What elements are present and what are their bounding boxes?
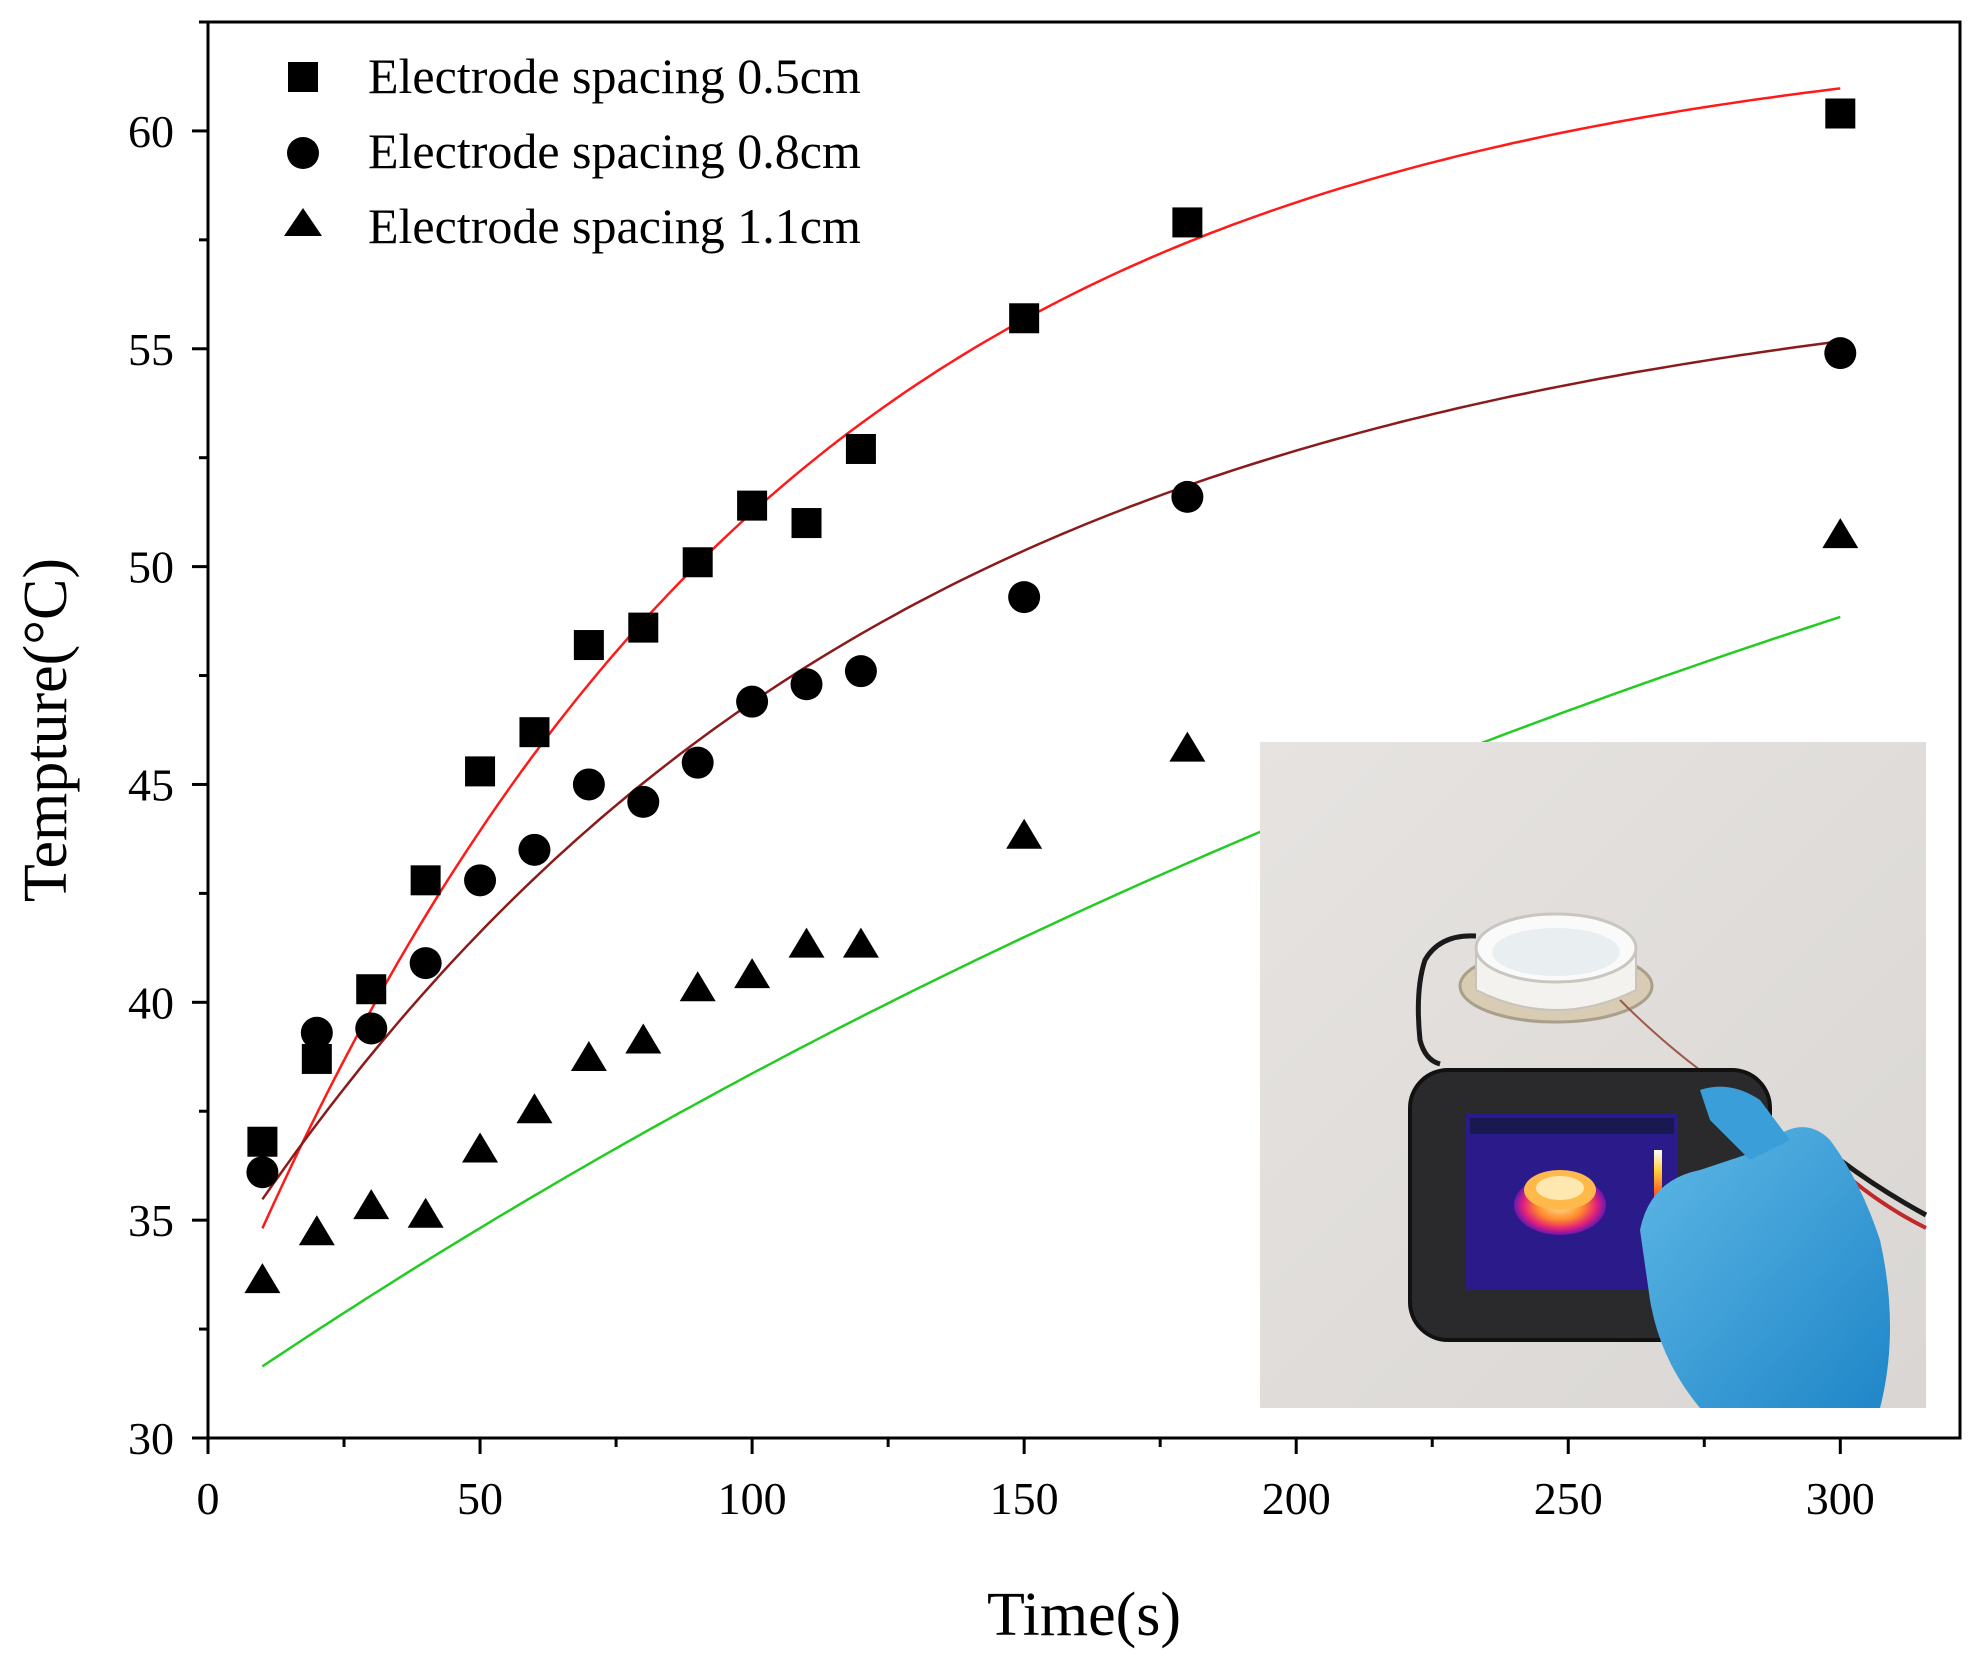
legend-marker-circle bbox=[287, 137, 319, 169]
y-tick-label-60: 60 bbox=[128, 106, 174, 157]
point-series-1-50 bbox=[464, 864, 497, 897]
point-series-1-110 bbox=[790, 668, 823, 701]
point-series-0-20 bbox=[301, 1043, 332, 1074]
point-series-1-40 bbox=[409, 947, 442, 980]
y-tick-label-55: 55 bbox=[128, 324, 174, 375]
y-tick-label-35: 35 bbox=[128, 1195, 174, 1246]
y-axis-title: Tempture(°C) bbox=[12, 558, 80, 902]
inset-photo bbox=[1260, 742, 1928, 1408]
x-tick-label-100: 100 bbox=[718, 1473, 787, 1524]
fit-curve-series-0 bbox=[261, 87, 1841, 1229]
point-series-0-300 bbox=[1825, 98, 1856, 129]
point-series-0-120 bbox=[845, 433, 876, 464]
point-series-2-100 bbox=[734, 958, 771, 989]
y-tick-label-40: 40 bbox=[128, 977, 174, 1028]
point-series-0-100 bbox=[737, 490, 768, 521]
point-series-2-50 bbox=[462, 1132, 499, 1163]
point-series-2-70 bbox=[570, 1040, 607, 1071]
point-series-2-80 bbox=[625, 1023, 662, 1054]
legend-marker-triangle bbox=[284, 208, 322, 236]
point-series-1-150 bbox=[1008, 581, 1041, 614]
point-series-0-60 bbox=[519, 717, 550, 748]
point-series-0-180 bbox=[1172, 207, 1203, 238]
y-tick-label-50: 50 bbox=[128, 542, 174, 593]
legend-label-1: Electrode spacing 0.8cm bbox=[368, 123, 861, 179]
point-series-1-70 bbox=[572, 768, 605, 801]
point-series-2-60 bbox=[516, 1093, 553, 1124]
point-series-1-10 bbox=[246, 1156, 279, 1189]
point-series-1-100 bbox=[736, 685, 769, 718]
x-axis-title: Time(s) bbox=[987, 1581, 1181, 1649]
point-series-0-50 bbox=[465, 756, 496, 787]
fit-curve-series-1 bbox=[261, 340, 1841, 1201]
point-series-0-30 bbox=[356, 974, 387, 1005]
point-series-1-90 bbox=[681, 746, 714, 779]
point-series-2-150 bbox=[1006, 818, 1043, 849]
point-series-2-180 bbox=[1169, 731, 1206, 762]
point-series-0-70 bbox=[573, 630, 604, 661]
point-series-2-110 bbox=[788, 927, 825, 958]
y-tick-label-30: 30 bbox=[128, 1413, 174, 1464]
y-tick-label-45: 45 bbox=[128, 759, 174, 810]
x-tick-label-0: 0 bbox=[197, 1473, 220, 1524]
x-tick-label-150: 150 bbox=[990, 1473, 1059, 1524]
point-series-0-80 bbox=[628, 612, 659, 643]
x-tick-label-200: 200 bbox=[1262, 1473, 1331, 1524]
point-series-2-30 bbox=[353, 1189, 390, 1220]
point-series-1-180 bbox=[1171, 480, 1204, 513]
point-series-0-10 bbox=[247, 1126, 278, 1157]
point-series-2-10 bbox=[244, 1263, 281, 1294]
legend-marker-square bbox=[288, 62, 318, 92]
x-tick-label-300: 300 bbox=[1806, 1473, 1875, 1524]
point-series-0-150 bbox=[1009, 303, 1040, 334]
point-series-2-20 bbox=[298, 1215, 335, 1246]
point-series-2-300 bbox=[1822, 518, 1859, 549]
x-tick-label-50: 50 bbox=[457, 1473, 503, 1524]
fit-curves bbox=[261, 87, 1841, 1368]
point-series-1-60 bbox=[518, 833, 551, 866]
point-series-1-30 bbox=[355, 1012, 388, 1045]
point-series-2-90 bbox=[679, 971, 716, 1002]
point-series-2-120 bbox=[842, 927, 879, 958]
point-series-0-40 bbox=[410, 865, 441, 896]
point-series-1-20 bbox=[300, 1016, 333, 1049]
point-series-1-80 bbox=[627, 785, 660, 818]
legend-label-2: Electrode spacing 1.1cm bbox=[368, 198, 861, 254]
legend: Electrode spacing 0.5cm Electrode spacin… bbox=[284, 48, 861, 254]
point-series-0-90 bbox=[682, 547, 713, 578]
plot-frame bbox=[206, 20, 1962, 1440]
point-series-0-110 bbox=[791, 508, 822, 539]
x-tick-label-250: 250 bbox=[1534, 1473, 1603, 1524]
data-markers bbox=[244, 98, 1859, 1294]
point-series-1-300 bbox=[1824, 337, 1857, 370]
axes: 0 50 100 150 200 250 300 30 35 40 45 50 55 60 bbox=[128, 20, 1875, 1524]
point-series-1-120 bbox=[844, 655, 877, 688]
fit-curve-series-2 bbox=[261, 615, 1841, 1368]
legend-label-0: Electrode spacing 0.5cm bbox=[368, 48, 861, 104]
point-series-2-40 bbox=[407, 1197, 444, 1228]
